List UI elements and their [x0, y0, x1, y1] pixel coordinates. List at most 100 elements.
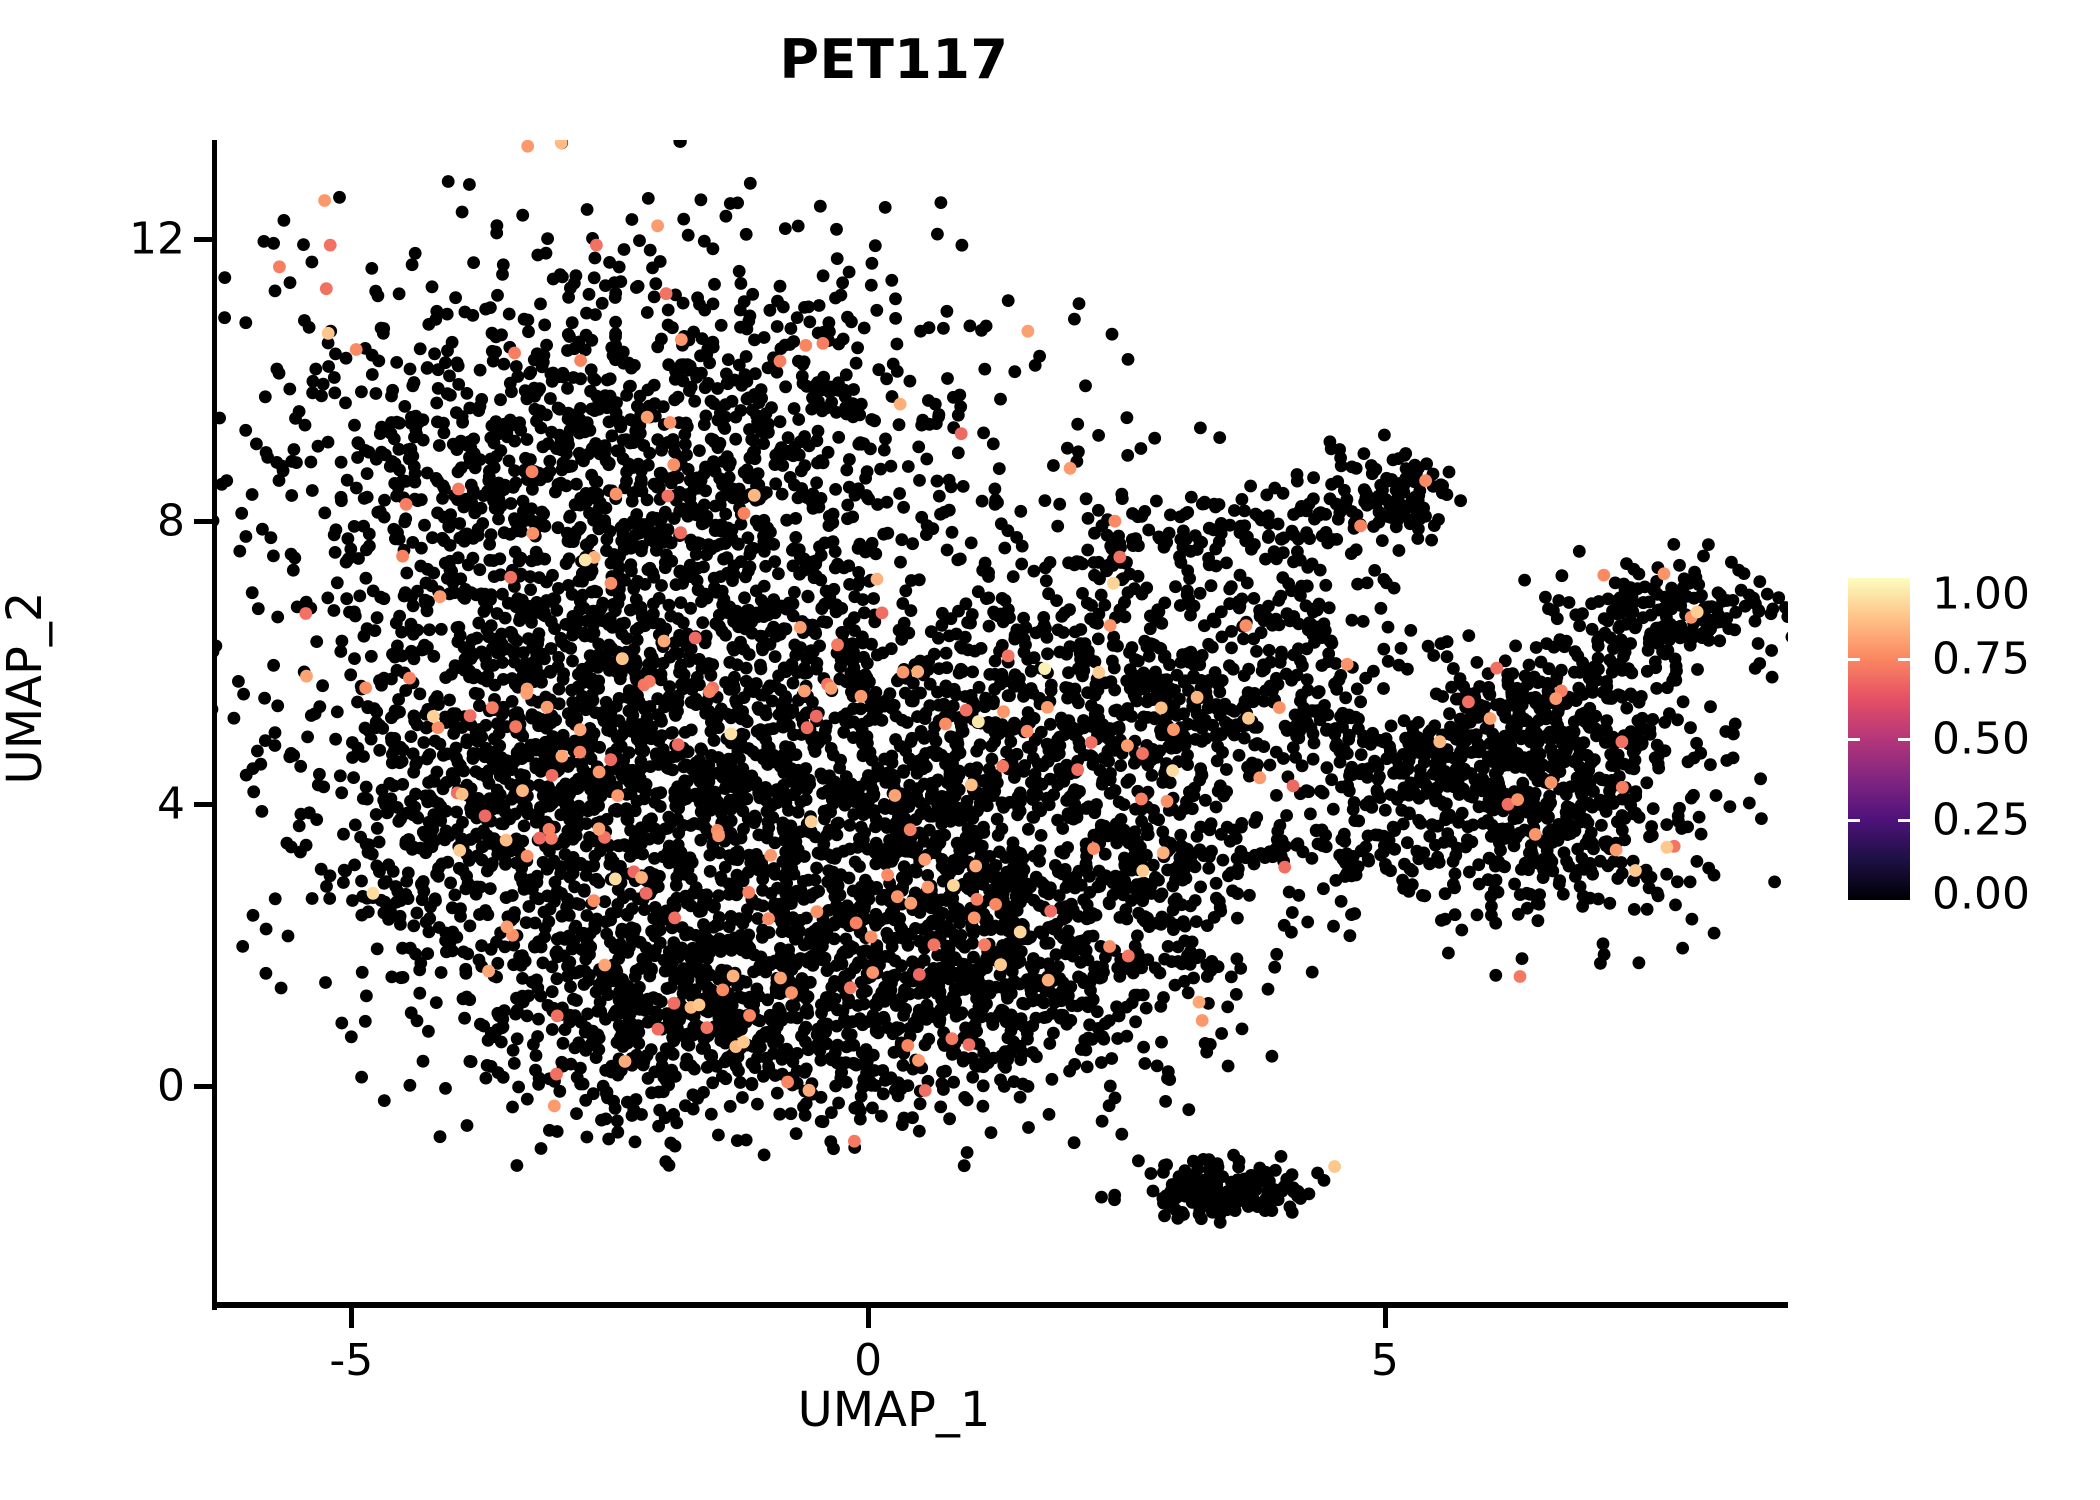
scatter-point [987, 694, 1000, 708]
scatter-point [770, 365, 784, 379]
scatter-point [301, 730, 314, 744]
scatter-point [739, 661, 753, 675]
scatter-point [468, 686, 482, 700]
scatter-point [840, 463, 854, 477]
scatter-point [789, 531, 803, 544]
scatter-point [623, 849, 637, 863]
scatter-point [700, 509, 714, 523]
scatter-point [298, 418, 312, 432]
scatter-point [258, 390, 272, 404]
scatter-point [430, 304, 444, 318]
scatter-point [415, 893, 429, 907]
scatter-point [846, 638, 860, 652]
scatter-point [864, 278, 878, 292]
scatter-point [467, 256, 480, 269]
scatter-point [757, 513, 771, 527]
scatter-point [665, 1063, 679, 1077]
scatter-point [609, 327, 622, 341]
scatter-point [730, 604, 743, 618]
scatter-point [416, 413, 430, 427]
scatter-point [556, 728, 570, 742]
scatter-point [450, 751, 463, 765]
scatter-point [365, 368, 379, 381]
scatter-point [600, 544, 613, 557]
scatter-point [647, 991, 660, 1004]
scatter-point [679, 416, 693, 430]
scatter-point [767, 593, 781, 606]
scatter-point [306, 374, 320, 388]
scatter-point [884, 642, 898, 656]
scatter-point [475, 939, 488, 953]
scatter-point [832, 430, 846, 444]
scatter-point [824, 742, 838, 755]
scatter-point [676, 374, 690, 388]
scatter-point [352, 437, 366, 450]
scatter-point [829, 483, 842, 496]
scatter-point [429, 996, 443, 1009]
scatter-point [816, 383, 830, 397]
scatter-point [654, 466, 668, 480]
scatter-point [574, 402, 587, 415]
scatter-point [372, 354, 386, 368]
scatter-point [790, 311, 804, 324]
scatter-point [532, 935, 545, 949]
scatter-point [698, 798, 712, 812]
scatter-point [348, 418, 361, 432]
scatter-point [667, 1108, 680, 1121]
scatter-point [617, 771, 630, 785]
scatter-point [333, 190, 346, 204]
scatter-point [492, 512, 505, 526]
scatter-point [1022, 1121, 1035, 1134]
scatter-point [541, 232, 554, 245]
scatter-point [951, 446, 965, 460]
scatter-point [327, 604, 341, 617]
scatter-point [623, 887, 637, 901]
scatter-point [785, 861, 799, 875]
scatter-point [422, 1024, 435, 1038]
scatter-point [779, 622, 793, 636]
scatter-point [623, 380, 636, 393]
scatter-point [430, 396, 444, 410]
scatter-point [913, 1097, 927, 1111]
scatter-point [896, 802, 910, 816]
scatter-point [923, 417, 936, 431]
scatter-point [451, 635, 465, 649]
scatter-point [563, 509, 577, 523]
scatter-point [543, 1123, 556, 1137]
scatter-point [723, 655, 737, 669]
scatter-point [860, 465, 874, 478]
scatter-point [305, 255, 319, 269]
scatter-point [218, 311, 231, 325]
scatter-point [655, 715, 668, 728]
scatter-point [717, 420, 731, 434]
scatter-point [828, 545, 842, 558]
scatter-point [337, 876, 350, 889]
scatter-point [502, 307, 516, 321]
scatter-point [364, 649, 378, 663]
scatter-point [691, 291, 704, 305]
scatter-point [217, 477, 229, 491]
scatter-point [460, 387, 474, 400]
scatter-point [992, 462, 1006, 475]
scatter-point [302, 321, 316, 334]
scatter-point [566, 654, 579, 668]
scatter-point [798, 459, 812, 473]
scatter-point [818, 812, 831, 826]
scatter-point [769, 477, 783, 491]
scatter-point [587, 859, 600, 873]
scatter-point [877, 443, 891, 457]
scatter-point [350, 481, 363, 495]
scatter-point [340, 592, 354, 606]
scatter-point [896, 597, 910, 610]
scatter-point [945, 525, 959, 539]
scatter-point [445, 901, 459, 915]
scatter-point [516, 972, 529, 985]
scatter-point [378, 493, 391, 507]
y-axis-spine [212, 140, 217, 1310]
scatter-point [505, 672, 519, 685]
scatter-point [719, 398, 732, 411]
scatter-point [408, 430, 421, 444]
scatter-point [570, 477, 583, 491]
scatter-point [818, 536, 832, 550]
scatter-point [239, 316, 253, 330]
